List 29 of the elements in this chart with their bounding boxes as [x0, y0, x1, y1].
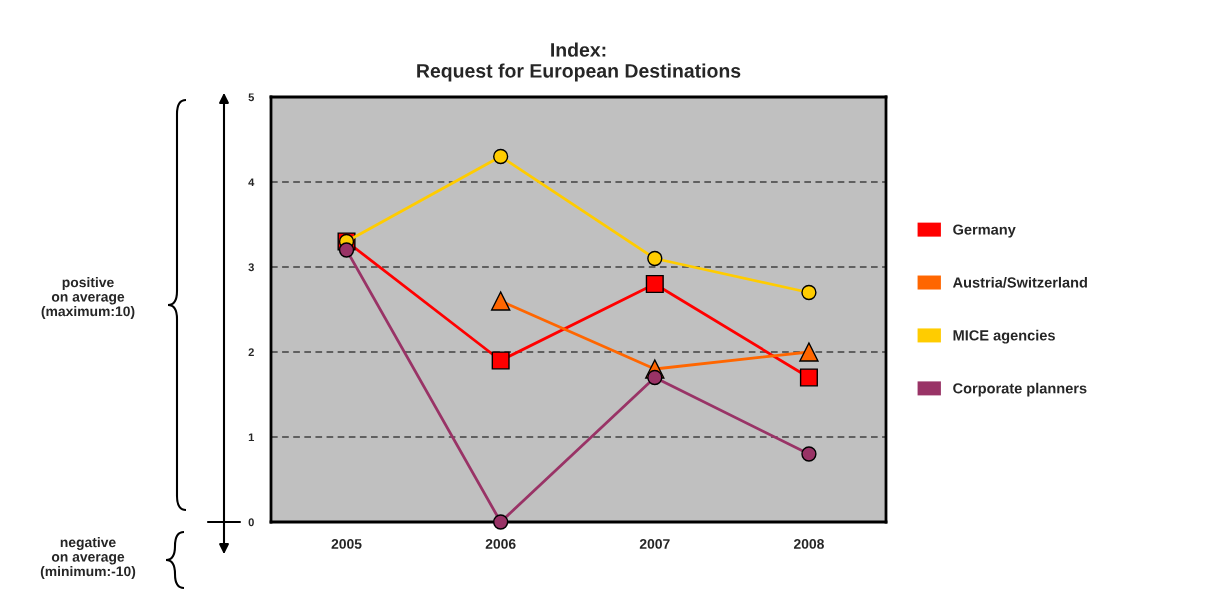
point	[493, 148, 509, 165]
y-tick-label: 1	[248, 433, 255, 442]
point	[801, 446, 817, 462]
x-tick-label: 2005	[331, 539, 362, 549]
point	[493, 514, 509, 530]
text: positive on average (maximum:10)	[41, 277, 135, 319]
point	[799, 342, 819, 362]
y-tick-label: 3	[248, 263, 254, 272]
point	[491, 351, 510, 370]
chart-title: Index: Request for European Destinations	[417, 42, 741, 82]
legend-label: Austria/Switzerland	[952, 276, 1087, 288]
point	[647, 369, 663, 386]
point	[801, 284, 817, 301]
point	[338, 242, 355, 258]
y-tick-label: 5	[248, 93, 255, 102]
legend-label: Corporate planners	[953, 382, 1087, 397]
legend-label: Germany	[953, 224, 1016, 238]
legend-label: MICE agencies	[953, 329, 1055, 344]
point	[647, 250, 663, 267]
x-tick-label: 2007	[639, 539, 670, 549]
x-tick-label: 2006	[485, 539, 516, 549]
text: negative on average (minimum:-10)	[40, 537, 136, 579]
y-tick-label: 0	[248, 518, 254, 527]
point	[490, 291, 511, 311]
y-tick-label: 4	[248, 178, 255, 187]
point	[799, 368, 818, 387]
x-tick-label: 2008	[793, 539, 824, 549]
y-tick-label: 2	[248, 348, 254, 357]
point	[645, 274, 664, 294]
